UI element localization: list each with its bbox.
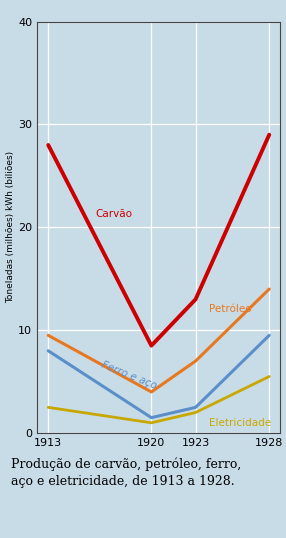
Text: Carvão: Carvão [95, 209, 132, 219]
Text: Produção de carvão, petróleo, ferro,
aço e eletricidade, de 1913 a 1928.: Produção de carvão, petróleo, ferro, aço… [11, 458, 242, 489]
Y-axis label: Toneladas (milhões) kWh (biliões): Toneladas (milhões) kWh (biliões) [6, 151, 15, 303]
Text: Petróleo: Petróleo [209, 303, 251, 314]
Text: Ferro e aço: Ferro e aço [100, 359, 158, 391]
Text: Eletricidade: Eletricidade [209, 418, 271, 428]
